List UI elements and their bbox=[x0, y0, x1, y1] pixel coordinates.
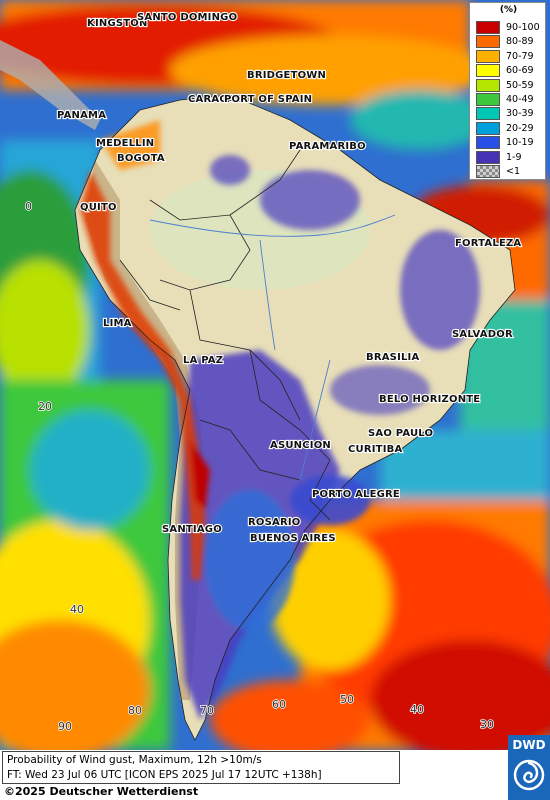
city-label: PARAMARIBO bbox=[289, 141, 366, 152]
legend-swatch bbox=[476, 150, 500, 164]
city-label: ASUNCION bbox=[270, 440, 331, 451]
city-label: LA PAZ bbox=[183, 355, 223, 366]
city-label: ROSARIO bbox=[248, 517, 300, 528]
city-label: SAO PAULO bbox=[368, 428, 433, 439]
grid-label: 40 bbox=[410, 703, 424, 716]
legend-label: <1 bbox=[506, 166, 521, 177]
legend-row: 1-9 bbox=[476, 150, 544, 164]
legend-label: 50-59 bbox=[506, 79, 534, 91]
legend-label: 40-49 bbox=[506, 94, 534, 105]
copyright-notice: ©2025 Deutscher Wetterdienst bbox=[4, 785, 199, 798]
caption-box: Probability of Wind gust, Maximum, 12h >… bbox=[2, 751, 400, 784]
legend-swatch bbox=[476, 64, 500, 78]
city-label: CARACAS bbox=[188, 94, 242, 105]
map-legend: (%) 90-100 80-89 70-79 60-69 50-59 40-49 30-39… bbox=[469, 2, 546, 180]
grid-label: 80 bbox=[128, 704, 142, 717]
legend-swatch bbox=[476, 136, 500, 150]
legend-swatch bbox=[476, 165, 500, 178]
rivers bbox=[149, 214, 396, 481]
grid-label: 30 bbox=[480, 718, 494, 731]
legend-swatch bbox=[476, 93, 500, 106]
legend-row: 50-59 bbox=[476, 78, 544, 92]
city-label: KINGSTON bbox=[87, 18, 148, 29]
legend-label: 60-69 bbox=[506, 65, 534, 77]
central-america-land bbox=[0, 40, 100, 130]
legend-swatch bbox=[476, 121, 500, 135]
grid-labels: 0 20 40 90 80 70 60 50 40 30 bbox=[24, 199, 495, 734]
legend-row: 70-79 bbox=[476, 49, 544, 63]
legend-label: 30-39 bbox=[506, 108, 534, 120]
dwd-logo-text: DWD bbox=[512, 738, 546, 752]
legend-label: 70-79 bbox=[506, 50, 534, 62]
grid-label: 0 bbox=[25, 200, 32, 213]
city-label: BRASILIA bbox=[366, 352, 419, 363]
legend-label: 90-100 bbox=[506, 22, 540, 33]
legend-label: 80-89 bbox=[506, 36, 534, 48]
city-label: SALVADOR bbox=[452, 329, 513, 340]
legend-label: 20-29 bbox=[506, 122, 534, 134]
grid-label: 90 bbox=[58, 720, 72, 733]
city-label: SANTIAGO bbox=[162, 524, 222, 535]
city-label: BOGOTA bbox=[117, 153, 165, 164]
legend-swatch bbox=[476, 35, 500, 49]
legend-swatch bbox=[476, 78, 500, 92]
country-borders bbox=[74, 94, 516, 741]
andes-high-probability bbox=[80, 120, 210, 580]
legend-row: 20-29 bbox=[476, 121, 544, 135]
legend-row: 40-49 bbox=[476, 93, 544, 106]
dwd-swirl-icon bbox=[513, 759, 545, 791]
city-label: PORT OF SPAIN bbox=[224, 94, 312, 105]
city-label: CURITIBA bbox=[348, 444, 402, 455]
ocean-probability-field bbox=[0, 0, 550, 750]
city-label: LIMA bbox=[103, 318, 132, 329]
city-label: QUITO bbox=[80, 202, 117, 213]
legend-row: <1 bbox=[476, 165, 544, 178]
legend-swatch bbox=[476, 49, 500, 63]
city-label: MEDELLIN bbox=[96, 138, 154, 149]
city-label: FORTALEZA bbox=[455, 238, 521, 249]
legend-row: 10-19 bbox=[476, 136, 544, 150]
probability-map: 0 20 40 90 80 70 60 50 40 30 KINGSTON SA… bbox=[0, 0, 550, 750]
caption-forecast-time: FT: Wed 23 Jul 06 UTC [ICON EPS 2025 Jul… bbox=[7, 769, 322, 781]
grid-label: 50 bbox=[340, 693, 354, 706]
legend-row: 30-39 bbox=[476, 107, 544, 121]
city-label: BUENOS AIRES bbox=[250, 533, 336, 544]
grid-label: 40 bbox=[70, 603, 84, 616]
legend-row: 80-89 bbox=[476, 35, 544, 49]
land-probability-patches bbox=[180, 155, 480, 720]
legend-label: 10-19 bbox=[506, 137, 534, 149]
legend-unit: (%) bbox=[499, 5, 518, 15]
grid-label: 20 bbox=[38, 400, 52, 413]
legend-label: 1-9 bbox=[506, 151, 522, 163]
legend-swatch bbox=[476, 107, 500, 121]
legend-row: 60-69 bbox=[476, 64, 544, 78]
caption-title: Probability of Wind gust, Maximum, 12h >… bbox=[7, 754, 262, 766]
grid-label: 60 bbox=[272, 698, 286, 711]
city-label: BELO HORIZONTE bbox=[379, 394, 480, 405]
grid-label: 70 bbox=[200, 704, 214, 717]
legend-swatch bbox=[476, 21, 500, 34]
city-labels: KINGSTON SANTO DOMINGO BRIDGETOWN CARACA… bbox=[56, 11, 522, 545]
city-label: SANTO DOMINGO bbox=[137, 12, 237, 23]
dwd-logo: DWD bbox=[508, 735, 550, 800]
city-label: PORTO ALEGRE bbox=[312, 489, 400, 500]
legend-row: 90-100 bbox=[476, 21, 544, 34]
city-label: PANAMA bbox=[57, 110, 106, 121]
city-label: BRIDGETOWN bbox=[247, 70, 326, 81]
